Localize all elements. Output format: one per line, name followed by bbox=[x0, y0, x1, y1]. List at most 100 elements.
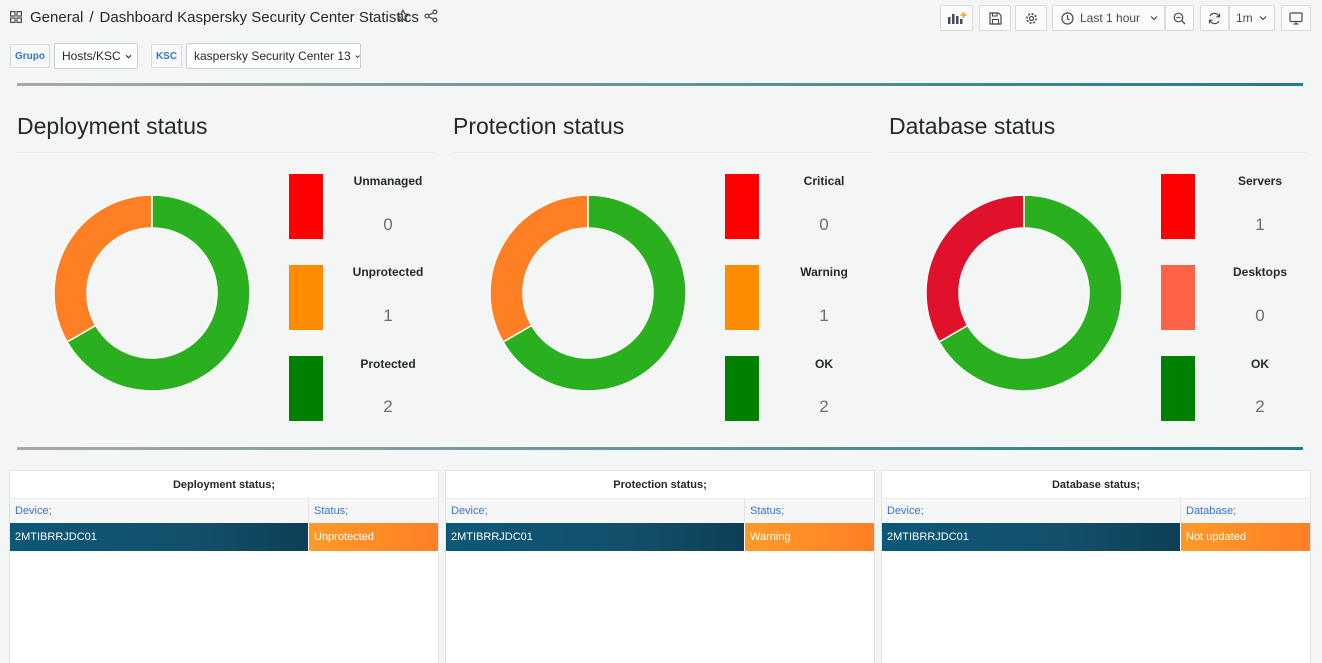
protection-status-table-panel: Protection status; Device; Status; 2MTIB… bbox=[445, 470, 875, 663]
table-row: 2MTIBRRJDC01 Warning bbox=[446, 523, 874, 551]
panel-title: Deployment status bbox=[17, 113, 208, 139]
dashboard-navbar: General / Dashboard Kaspersky Security Cen… bbox=[0, 0, 1322, 36]
legend-value: 2 bbox=[383, 397, 393, 416]
legend-value: 2 bbox=[819, 397, 829, 416]
chevron-down-icon bbox=[1259, 16, 1267, 21]
legend-label: Warning bbox=[800, 265, 848, 279]
donut-slice[interactable] bbox=[53, 194, 153, 344]
variable-value: kaspersky Security Center 13 bbox=[194, 49, 351, 63]
table-panel-title: Deployment status; bbox=[172, 479, 276, 491]
table-panel-title: Database status; bbox=[1051, 479, 1141, 491]
donut-slice[interactable] bbox=[502, 194, 687, 392]
legend-label: Servers bbox=[1237, 174, 1283, 188]
legend-label: Critical bbox=[803, 174, 845, 188]
donut-slice[interactable] bbox=[938, 194, 1123, 392]
deployment-status-donut-chart bbox=[53, 194, 251, 392]
database-status-table-panel: Database status; Device; Database; 2MTIB… bbox=[881, 470, 1311, 663]
legend-value: 1 bbox=[383, 306, 393, 325]
database-status-donut-chart bbox=[925, 194, 1123, 392]
database-status-panel: Database status Servers 1 Desktops 0 OK … bbox=[889, 104, 1309, 434]
star-icon[interactable] bbox=[396, 9, 410, 23]
variable-label-grupo: Grupo bbox=[10, 44, 50, 68]
variable-label-ksc: KSC bbox=[151, 44, 182, 68]
refresh-button[interactable] bbox=[1200, 5, 1229, 31]
donut-slice[interactable] bbox=[489, 194, 589, 344]
table-cell-device: 2MTIBRRJDC01 bbox=[446, 523, 744, 551]
chevron-down-icon bbox=[125, 54, 132, 59]
dashboard-title[interactable]: Dashboard Kaspersky Security Center Stat… bbox=[99, 9, 419, 26]
row-divider bbox=[17, 447, 1303, 450]
time-range-label: Last 1 hour bbox=[1080, 11, 1141, 25]
save-icon bbox=[988, 11, 1002, 25]
add-panel-icon bbox=[947, 12, 966, 24]
variable-select-grupo[interactable]: Hosts/KSC bbox=[54, 43, 138, 69]
table-header-row: Device; Database; bbox=[882, 498, 1310, 524]
legend-label: Protected bbox=[360, 357, 416, 371]
protection-status-panel: Protection status Critical 0 Warning 1 O… bbox=[453, 104, 873, 434]
panel-title-rule bbox=[453, 152, 871, 153]
legend-label: OK bbox=[1251, 357, 1269, 371]
add-panel-button[interactable] bbox=[940, 5, 973, 31]
column-header-database[interactable]: Database; bbox=[1180, 499, 1310, 524]
legend-value: 1 bbox=[819, 306, 829, 325]
legend-color-ok bbox=[725, 356, 759, 421]
protection-status-donut-chart bbox=[489, 194, 687, 392]
save-dashboard-button[interactable] bbox=[979, 5, 1011, 31]
legend-color-critical bbox=[725, 174, 759, 239]
column-header-device[interactable]: Device; bbox=[887, 505, 924, 517]
variable-select-ksc[interactable]: kaspersky Security Center 13 bbox=[186, 43, 361, 69]
dashboard-settings-button[interactable] bbox=[1015, 5, 1047, 31]
legend-label: Unmanaged bbox=[353, 174, 423, 188]
breadcrumb-separator: / bbox=[89, 9, 94, 26]
table-row: 2MTIBRRJDC01 Unprotected bbox=[10, 523, 438, 551]
legend-color-unprotected bbox=[289, 265, 323, 330]
zoom-out-icon bbox=[1173, 12, 1186, 24]
gear-icon bbox=[1025, 12, 1037, 24]
legend-color-warning bbox=[725, 265, 759, 330]
legend-value: 0 bbox=[819, 215, 829, 234]
panel-title: Database status bbox=[889, 113, 1056, 139]
tv-mode-button[interactable] bbox=[1281, 5, 1311, 31]
panel-title-rule bbox=[17, 152, 435, 153]
table-row: 2MTIBRRJDC01 Not updated bbox=[882, 523, 1310, 551]
table-panel-title: Protection status; bbox=[613, 479, 707, 491]
table-cell-device: 2MTIBRRJDC01 bbox=[10, 523, 308, 551]
legend-label: Desktops bbox=[1232, 265, 1288, 279]
deployment-status-panel: Deployment status Unmanaged 0 Unprotecte… bbox=[17, 104, 437, 434]
table-cell-status: Unprotected bbox=[308, 523, 438, 551]
legend-color-unmanaged bbox=[289, 174, 323, 239]
table-header-row: Device; Status; bbox=[10, 498, 438, 524]
deployment-status-table-panel: Deployment status; Device; Status; 2MTIB… bbox=[9, 470, 439, 663]
breadcrumb: General / Dashboard Kaspersky Security Cen… bbox=[30, 9, 419, 26]
legend-value: 1 bbox=[1255, 215, 1265, 234]
chevron-down-icon bbox=[355, 54, 360, 58]
legend-color-protected bbox=[289, 356, 323, 421]
legend-color-ok bbox=[1161, 356, 1195, 421]
legend-label: Unprotected bbox=[352, 265, 424, 279]
breadcrumb-folder-link[interactable]: General bbox=[30, 9, 84, 26]
table-cell-device: 2MTIBRRJDC01 bbox=[882, 523, 1180, 551]
column-header-device[interactable]: Device; bbox=[15, 505, 52, 517]
monitor-icon bbox=[1289, 11, 1303, 25]
share-icon[interactable] bbox=[424, 9, 438, 23]
refresh-interval-label: 1m bbox=[1236, 11, 1253, 25]
legend-value: 2 bbox=[1255, 397, 1265, 416]
panel-title: Protection status bbox=[453, 113, 625, 139]
column-header-status[interactable]: Status; bbox=[744, 499, 874, 524]
legend-value: 0 bbox=[383, 215, 393, 234]
donut-slice[interactable] bbox=[66, 194, 251, 392]
table-cell-status: Warning bbox=[744, 523, 874, 551]
time-range-picker[interactable]: Last 1 hour bbox=[1052, 5, 1165, 31]
legend-color-servers bbox=[1161, 174, 1195, 239]
column-header-status[interactable]: Status; bbox=[308, 499, 438, 524]
row-divider bbox=[17, 83, 1303, 86]
legend-value: 0 bbox=[1255, 306, 1265, 325]
column-header-device[interactable]: Device; bbox=[451, 505, 488, 517]
refresh-icon bbox=[1208, 12, 1221, 24]
clock-icon bbox=[1061, 11, 1074, 25]
donut-slice[interactable] bbox=[925, 194, 1025, 344]
zoom-out-button[interactable] bbox=[1165, 5, 1194, 31]
table-cell-database: Not updated bbox=[1180, 523, 1310, 551]
refresh-interval-picker[interactable]: 1m bbox=[1229, 5, 1275, 31]
apps-grid-icon[interactable] bbox=[10, 11, 22, 23]
